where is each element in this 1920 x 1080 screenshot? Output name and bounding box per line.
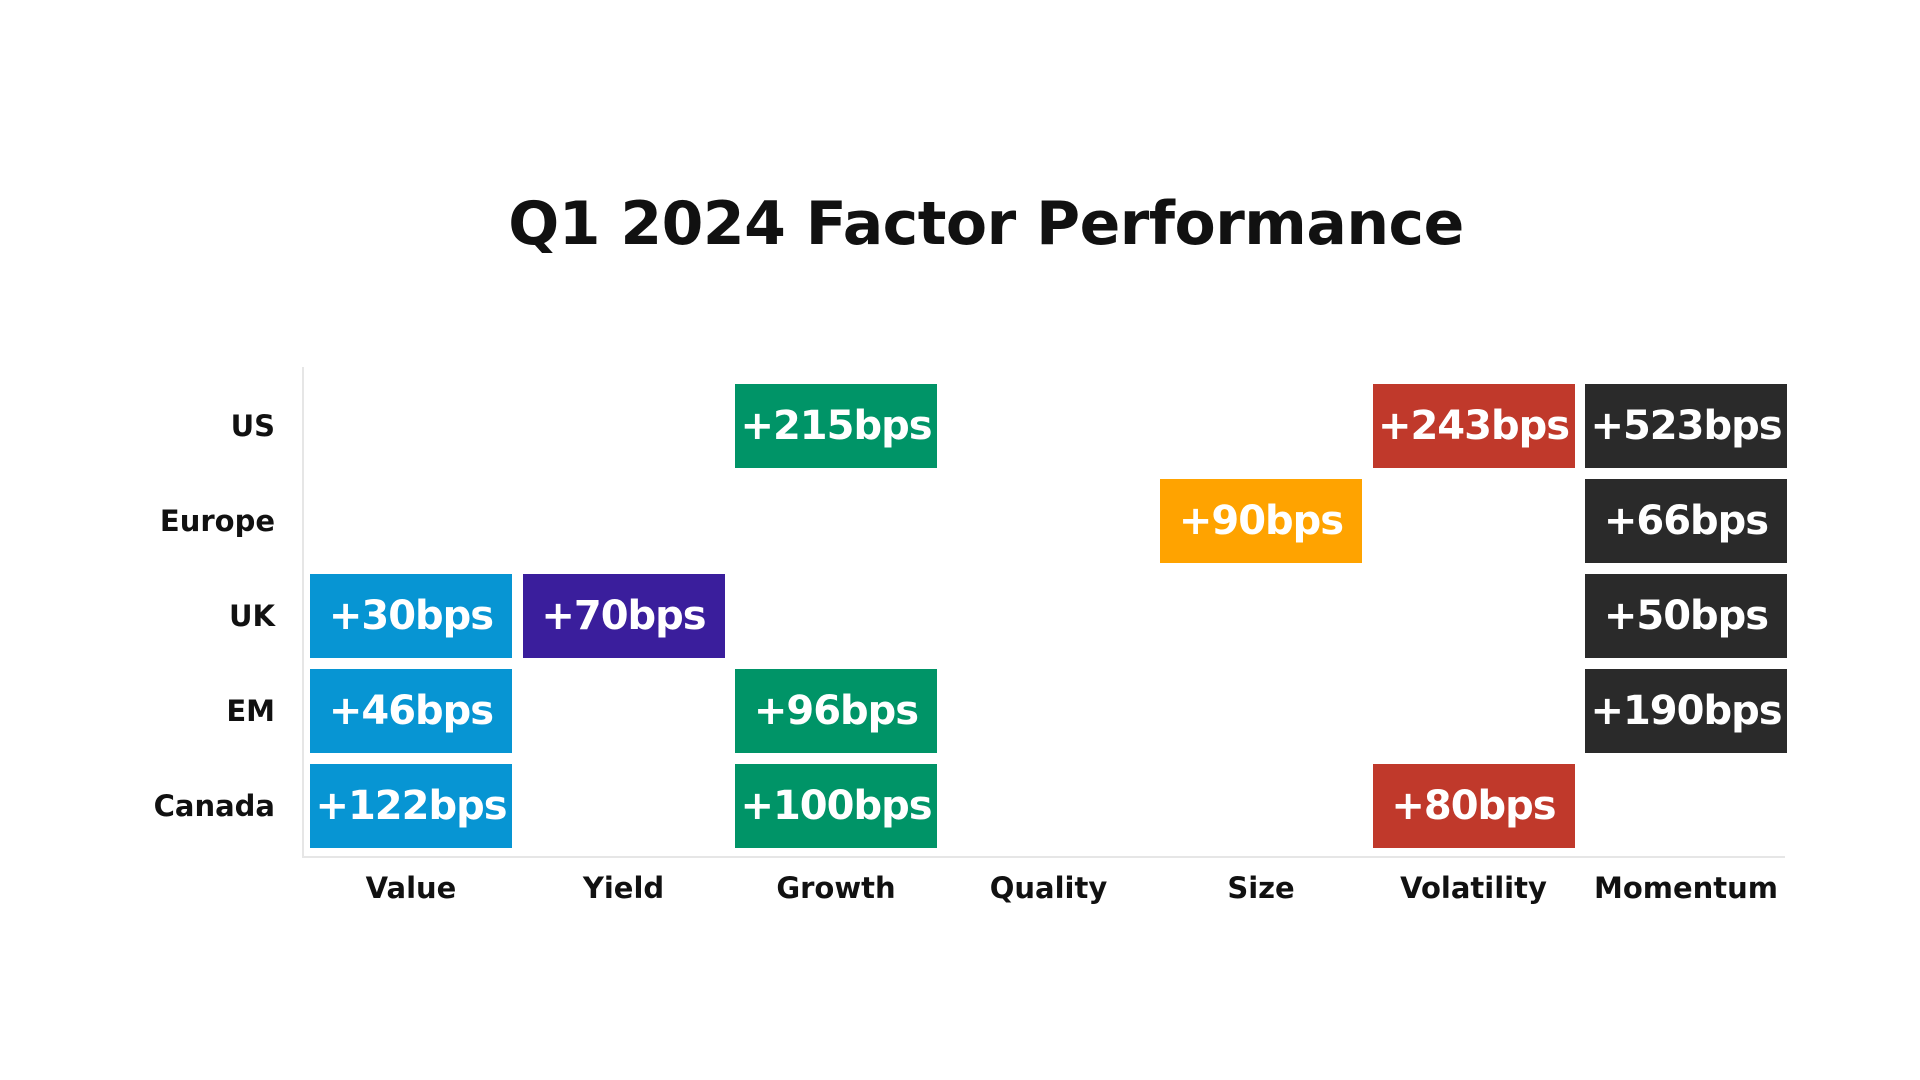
cell-us-volatility: +243bps: [1372, 384, 1575, 468]
cell-europe-momentum: +66bps: [1585, 479, 1787, 563]
cell-uk-yield: +70bps: [522, 574, 725, 658]
col-label-growth: Growth: [776, 871, 896, 905]
cell-em-growth: +96bps: [735, 669, 937, 753]
cell-us-growth: +215bps: [735, 384, 937, 468]
col-label-momentum: Momentum: [1593, 871, 1779, 905]
col-label-value: Value: [365, 871, 457, 905]
cell-europe-size: +90bps: [1160, 479, 1362, 563]
plot-area: [302, 367, 1785, 858]
row-label-europe: Europe: [159, 504, 275, 538]
row-label-uk: UK: [228, 599, 275, 633]
chart-title: Q1 2024 Factor Performance: [508, 189, 1464, 259]
row-label-em: EM: [226, 694, 275, 728]
cell-em-value: +46bps: [310, 669, 512, 753]
cell-canada-growth: +100bps: [735, 764, 937, 848]
cell-uk-value: +30bps: [310, 574, 512, 658]
col-label-volatility: Volatility: [1400, 871, 1547, 905]
cell-uk-momentum: +50bps: [1585, 574, 1787, 658]
row-label-canada: Canada: [153, 789, 275, 823]
col-label-quality: Quality: [989, 871, 1108, 905]
cell-canada-value: +122bps: [310, 764, 512, 848]
col-label-yield: Yield: [582, 871, 665, 905]
cell-canada-volatility: +80bps: [1372, 764, 1575, 848]
row-label-us: US: [230, 409, 275, 443]
cell-em-momentum: +190bps: [1585, 669, 1787, 753]
col-label-size: Size: [1227, 871, 1295, 905]
cell-us-momentum: +523bps: [1585, 384, 1787, 468]
